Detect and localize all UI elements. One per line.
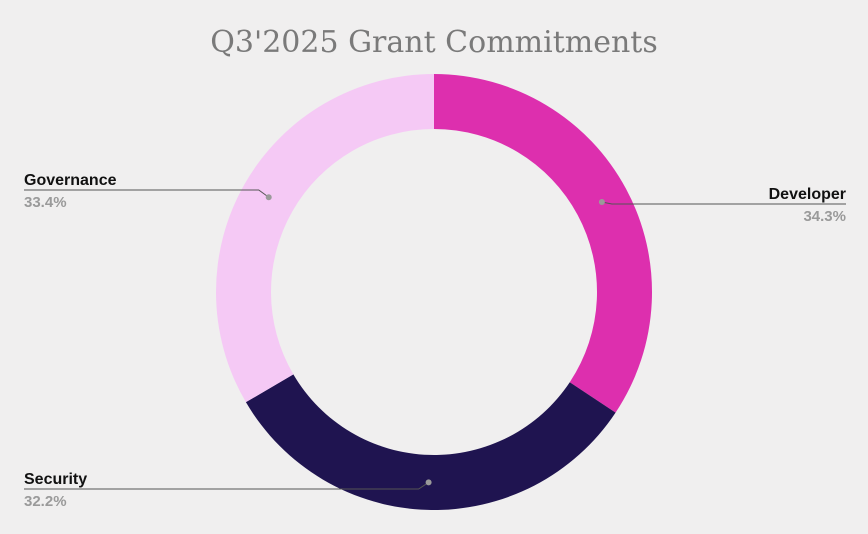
category-label-security: Security: [24, 471, 87, 488]
donut-slices: [216, 74, 652, 510]
leader-dot-governance: [265, 194, 272, 201]
slice-governance: [216, 74, 434, 403]
chart-title: Q3'2025 Grant Commitments: [210, 25, 657, 60]
value-label-developer: 34.3%: [803, 208, 846, 225]
slice-labels: Developer 34.3% Security 32.2% Governance 33.…: [24, 172, 846, 510]
leader-line-governance: [24, 189, 270, 198]
category-label-developer: Developer: [769, 186, 846, 203]
leader-dot-security: [425, 479, 432, 486]
value-label-security: 32.2%: [24, 493, 67, 510]
slice-developer: [434, 74, 652, 413]
leader-line-developer: [601, 201, 846, 205]
category-label-governance: Governance: [24, 172, 117, 189]
value-label-governance: 33.4%: [24, 194, 67, 211]
leader-dot-developer: [598, 198, 605, 205]
slice-security: [245, 374, 616, 510]
leader-line-security: [24, 482, 429, 490]
